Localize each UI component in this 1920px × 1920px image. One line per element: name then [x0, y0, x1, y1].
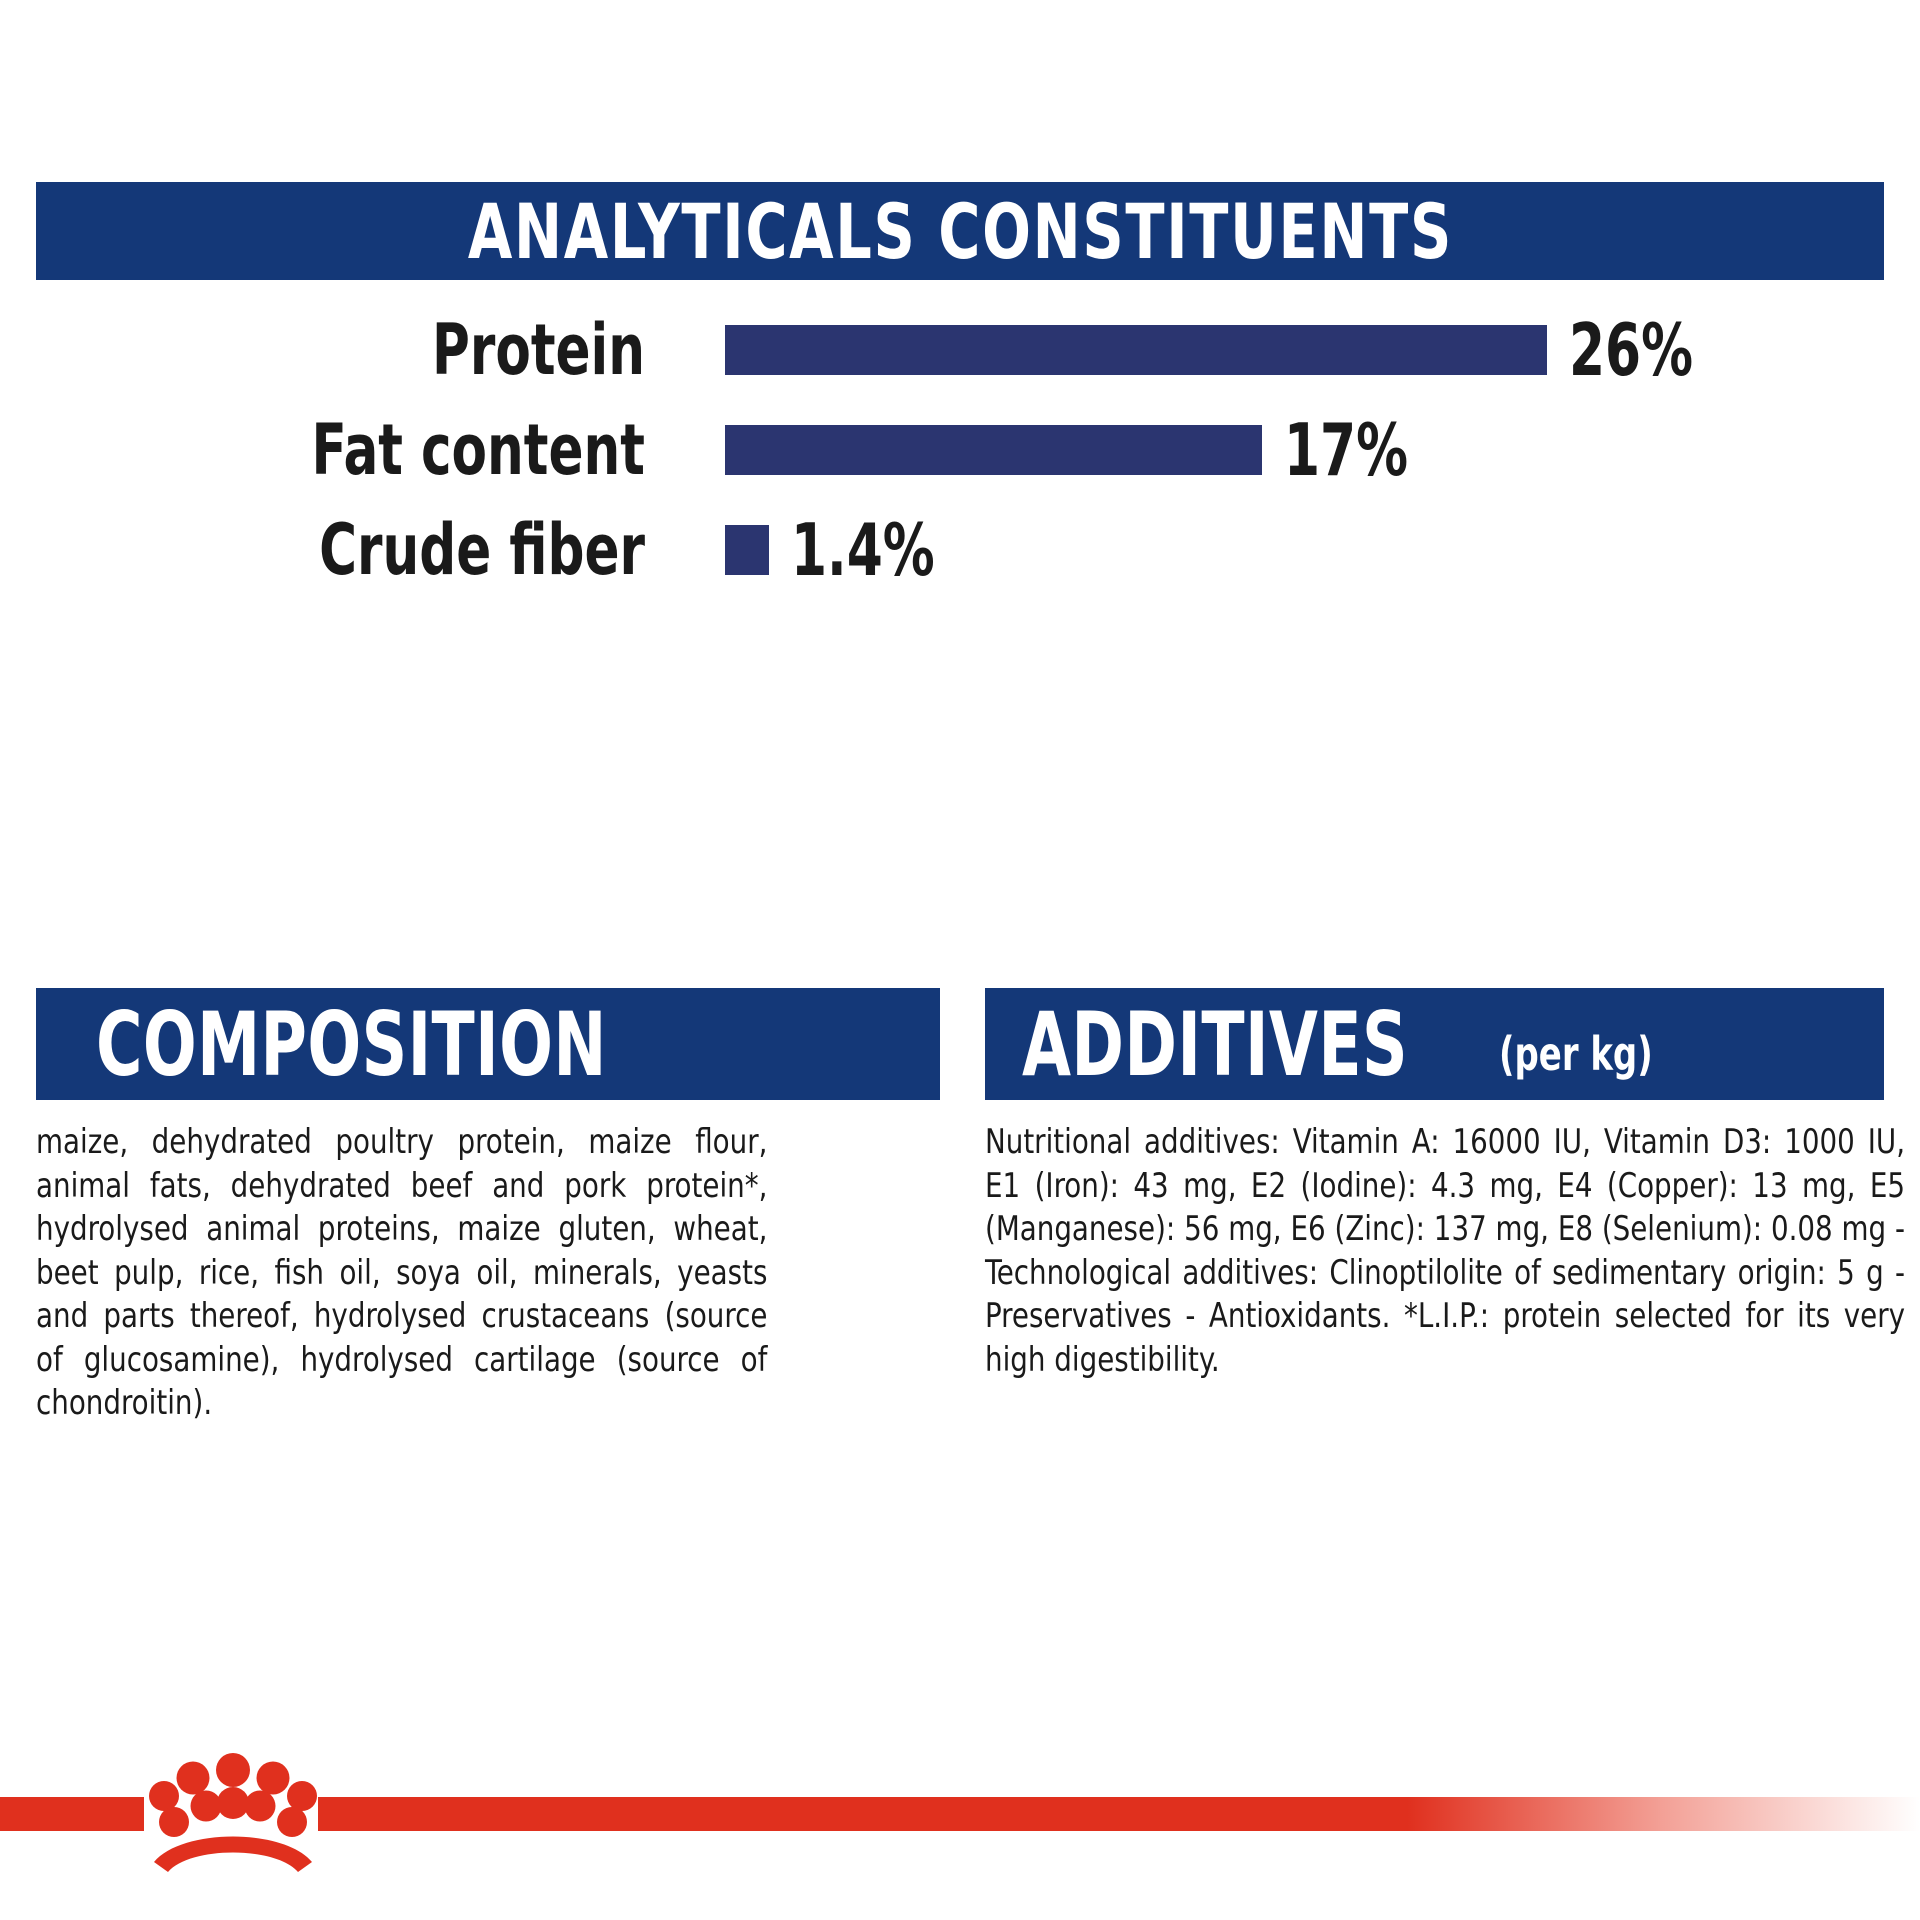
- chart-category-label-protein: Protein: [432, 309, 645, 391]
- chart-value-label-protein: 26%: [1569, 308, 1694, 392]
- analyticals-constituents-title: ANALYTICALS CONSTITUENTS: [467, 186, 1453, 276]
- chart-bar-group-crude-fiber: 1.4%: [725, 514, 971, 586]
- chart-category-label-fat-content: Fat content: [311, 409, 645, 491]
- analyticals-constituents-header: ANALYTICALS CONSTITUENTS: [36, 182, 1884, 280]
- additives-title-unit: (per kg): [1498, 1027, 1653, 1081]
- chart-row-protein: Protein 26%: [0, 300, 1920, 400]
- info-panels: COMPOSITION maize, dehydrated poultry pr…: [0, 988, 1920, 1425]
- chart-value-label-fat-content: 17%: [1284, 408, 1409, 492]
- analyticals-bar-chart: Protein 26% Fat content 17% Crude fiber …: [0, 300, 1920, 600]
- additives-body-text: Nutritional additives: Vitamin A: 16000 …: [985, 1122, 1905, 1379]
- composition-title: COMPOSITION: [96, 992, 607, 1096]
- chart-row-fat-content: Fat content 17%: [0, 400, 1920, 500]
- royal-canin-crown-icon: [148, 1750, 318, 1878]
- footer: [0, 1750, 1920, 1920]
- additives-title: ADDITIVES: [1022, 992, 1409, 1096]
- chart-bar-fat-content: [725, 425, 1262, 475]
- composition-panel: COMPOSITION maize, dehydrated poultry pr…: [0, 988, 940, 1425]
- chart-bar-group-fat-content: 17%: [725, 414, 1439, 486]
- composition-header: COMPOSITION: [36, 988, 940, 1100]
- additives-panel: ADDITIVES (per kg) Nutritional additives…: [940, 988, 1920, 1425]
- chart-bar-protein: [725, 325, 1547, 375]
- chart-bar-group-protein: 26%: [725, 314, 1724, 386]
- composition-body-text: maize, dehydrated poultry protein, maize…: [36, 1122, 768, 1423]
- additives-header: ADDITIVES (per kg): [985, 988, 1884, 1100]
- chart-row-crude-fiber: Crude fiber 1.4%: [0, 500, 1920, 600]
- footer-rule-left: [0, 1797, 144, 1831]
- chart-bar-crude-fiber: [725, 525, 769, 575]
- chart-value-label-crude-fiber: 1.4%: [791, 508, 935, 592]
- footer-rule-right: [318, 1797, 1920, 1831]
- chart-category-label-crude-fiber: Crude fiber: [319, 509, 645, 591]
